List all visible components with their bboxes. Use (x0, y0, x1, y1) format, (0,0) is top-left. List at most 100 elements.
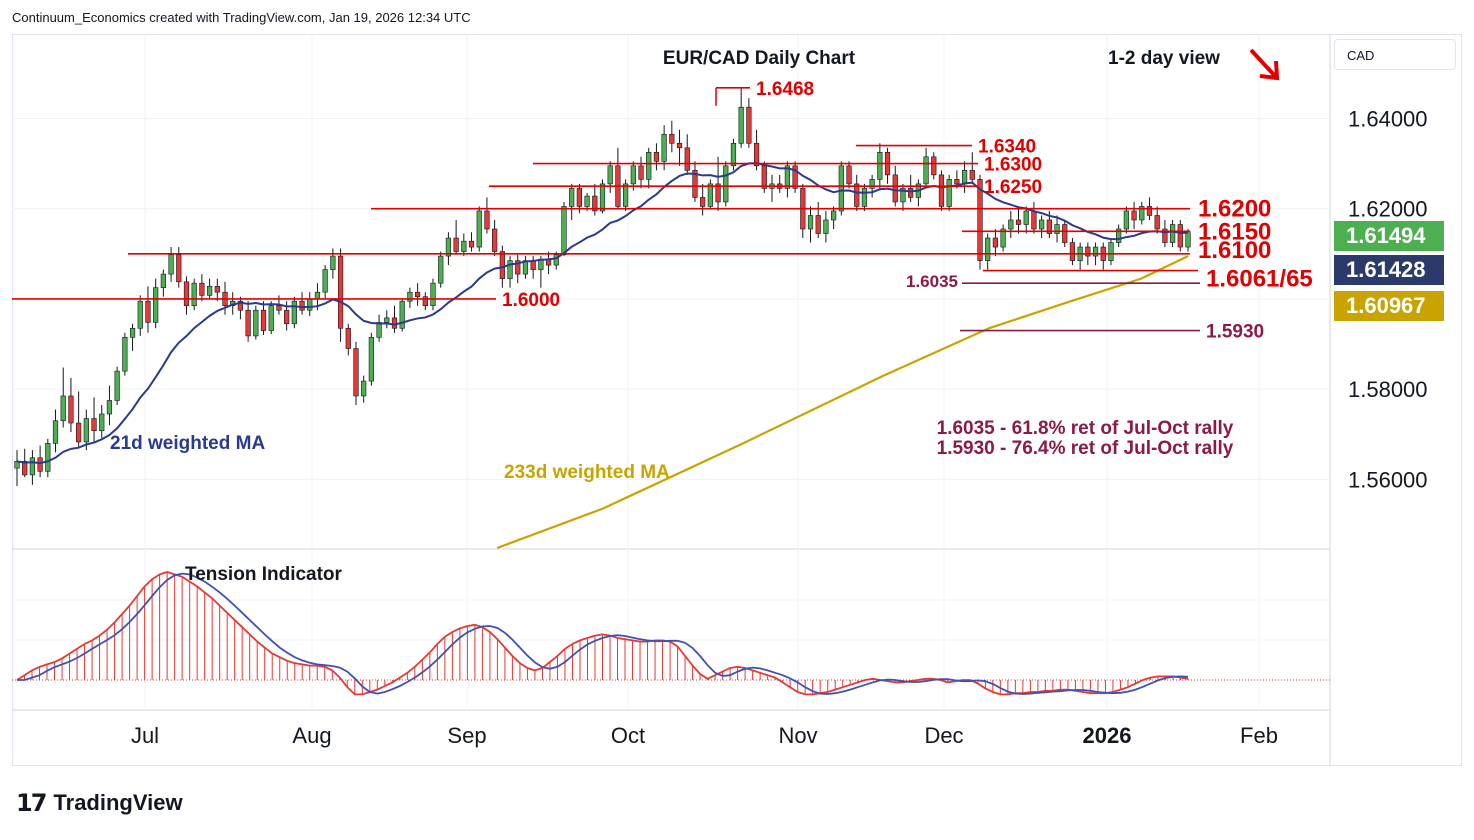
candle-body (623, 183, 629, 207)
ma21-label: 21d weighted MA (110, 433, 265, 454)
candle-body (692, 170, 698, 198)
candle-body (245, 309, 251, 337)
candle-body (468, 240, 475, 248)
candle-body (584, 195, 590, 207)
candle-body (1054, 224, 1060, 234)
candle-body (576, 188, 582, 207)
candle-body (569, 188, 575, 207)
tradingview-brand: TradingView (53, 790, 183, 815)
price-tag-last: 1.61494 (1334, 221, 1444, 251)
candle-body (1123, 210, 1129, 230)
candle-body (946, 179, 952, 207)
candle-body (45, 443, 51, 472)
currency-selector[interactable]: CAD (1334, 39, 1456, 70)
ma233-line (496, 255, 1189, 550)
candle-body (438, 255, 444, 284)
down-arrow-head (1259, 60, 1280, 81)
candle-body (484, 210, 490, 230)
candle-body (291, 300, 297, 325)
candle-body (114, 370, 120, 401)
level-label: 1.6100 (1198, 237, 1271, 264)
candle-body (900, 188, 906, 203)
candle-body (707, 183, 713, 207)
candle-body (1139, 206, 1145, 221)
x-tick-label: Nov (778, 723, 817, 748)
down-arrow-shaft (1249, 48, 1277, 78)
candle-body (684, 147, 690, 171)
candle-body (877, 152, 883, 180)
x-tick-label: Jul (131, 723, 159, 748)
candle-body (206, 286, 213, 296)
candle-body (646, 152, 652, 180)
candle-body (1185, 231, 1191, 248)
x-tick-label: Dec (924, 723, 963, 748)
candle-body (1062, 224, 1068, 243)
candle-body (599, 183, 606, 212)
candle-body (52, 420, 59, 444)
candle-body (869, 179, 875, 189)
level-label: 1.6300 (984, 155, 1042, 176)
candle-body (1131, 210, 1137, 221)
candle-body (183, 281, 190, 307)
candle-body (260, 309, 267, 331)
candle-body (376, 322, 382, 338)
candle-body (330, 255, 336, 270)
candle-body (214, 286, 220, 293)
candle-body (145, 300, 151, 323)
candle-body (823, 219, 829, 234)
candle-body (492, 228, 498, 252)
candle-body (237, 300, 244, 311)
candle-body (1000, 228, 1006, 248)
x-tick-label: Sep (447, 723, 486, 748)
candle-body (153, 287, 159, 323)
candle-body (353, 348, 359, 397)
x-tick-label: Oct (611, 723, 645, 748)
x-tick-label: 2026 (1083, 723, 1132, 748)
candle-body (414, 291, 421, 297)
candle-body (399, 300, 405, 329)
candle-body (453, 237, 459, 252)
candle-body (507, 260, 513, 279)
level-label: 1.6340 (978, 137, 1036, 158)
candle-body (137, 300, 143, 329)
candle-body (37, 457, 43, 472)
level-label: 1.6061/65 (1206, 266, 1313, 293)
ma233-label: 233d weighted MA (504, 462, 670, 483)
candle-body (1154, 215, 1160, 230)
candle-body (846, 165, 852, 185)
candle-body (307, 298, 313, 311)
price-tag-ma21: 1.61428 (1334, 255, 1444, 285)
tradingview-logo[interactable]: 17 TradingView (16, 788, 183, 818)
candle-body (931, 156, 937, 176)
y-tick-label: 1.56000 (1348, 467, 1428, 492)
candle-body (322, 269, 328, 293)
candle-body (407, 291, 413, 302)
x-tick-label: Feb (1240, 723, 1278, 748)
candle-body (422, 296, 428, 307)
candle-body (1039, 219, 1045, 230)
candle-body (807, 215, 814, 230)
fib-note: 1.6035 - 61.8% ret of Jul-Oct rally (937, 418, 1234, 439)
candle-body (91, 418, 97, 431)
candle-body (630, 165, 636, 185)
candle-body (831, 210, 837, 221)
candle-body (129, 327, 136, 338)
candle-body (669, 133, 675, 144)
candle-body (992, 237, 999, 248)
y-tick-label: 1.64000 (1348, 106, 1428, 131)
candle-body (753, 142, 760, 167)
candle-body (969, 170, 975, 180)
candle-body (1023, 210, 1029, 225)
x-tick-label: Aug (292, 723, 331, 748)
candle-body (160, 273, 166, 288)
candle-body (553, 254, 559, 266)
candle-body (199, 282, 205, 296)
candle-body (861, 188, 868, 207)
candle-body (892, 174, 898, 203)
candle-body (83, 418, 89, 443)
candle-body (191, 282, 197, 307)
candle-body (461, 240, 467, 252)
candle-body (276, 305, 282, 311)
ma21-line (16, 162, 1189, 465)
